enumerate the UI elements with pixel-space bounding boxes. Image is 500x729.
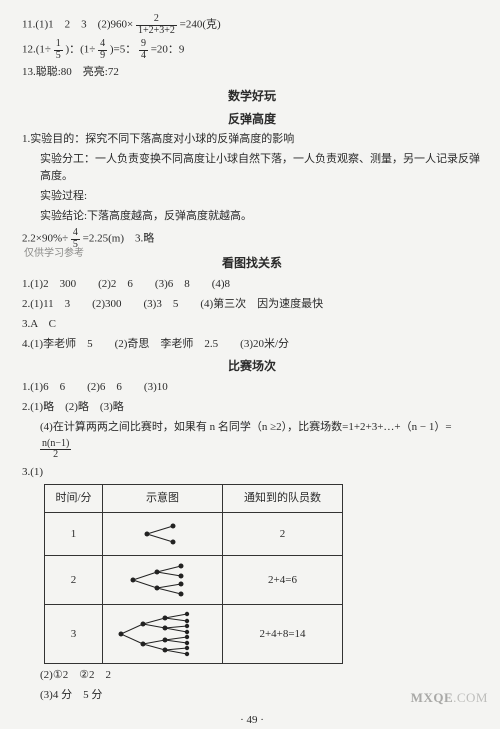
cell-diagram-1 — [103, 513, 223, 556]
table-row: 2 2+4=6 — [45, 556, 343, 605]
title-main: 数学好玩 — [22, 87, 482, 106]
rebound-l5: 2.2×90%÷ 4 5 =2.25(m) 3.略 — [22, 228, 482, 250]
match-frac-line: n(n−1) 2 — [22, 439, 482, 461]
rel-l1: 1.(1)2 300 (2)2 6 (3)6 8 (4)8 — [22, 276, 482, 293]
rel-l4: 4.(1)李老师 5 (2)奇思 李老师 2.5 (3)20米/分 — [22, 336, 482, 353]
tree-icon — [123, 560, 203, 600]
q11-tail: =240(克) — [180, 19, 221, 31]
title-s1: 反弹高度 — [22, 110, 482, 129]
rebound-l4: 实验结论:下落高度越高，反弹高度就越高。 — [22, 208, 482, 225]
th-time: 时间/分 — [45, 485, 103, 513]
q12-f3: 9 4 — [139, 39, 148, 61]
cell-t3: 3 — [45, 605, 103, 664]
th-count: 通知到的队员数 — [223, 485, 343, 513]
title-s2: 看图找关系 — [22, 254, 482, 273]
title-s3: 比赛场次 — [22, 357, 482, 376]
rebound-l2: 实验分工：一人负责变换不同高度让小球自然下落，一人负责观察、测量，另一人记录反弹… — [22, 151, 482, 185]
page-number: · 49 · — [22, 712, 482, 729]
q11-frac: 2 1+2+3+2 — [136, 14, 177, 36]
table-row: 3 2+4+8=14 — [45, 605, 343, 664]
cell-diagram-3 — [103, 605, 223, 664]
cell-v2: 2+4=6 — [223, 556, 343, 605]
cell-diagram-2 — [103, 556, 223, 605]
cell-t2: 2 — [45, 556, 103, 605]
th-diagram: 示意图 — [103, 485, 223, 513]
cell-v1: 2 — [223, 513, 343, 556]
tree-icon — [133, 517, 193, 551]
rebound-l1: 1.实验目的：探究不同下落高度对小球的反弹高度的影响 — [22, 131, 482, 148]
match-l3: (4)在计算两两之间比赛时，如果有 n 名同学（n ≥2），比赛场数=1+2+3… — [22, 419, 482, 436]
q11-line: 11.(1)1 2 3 (2)960× 2 1+2+3+2 =240(克) — [22, 14, 482, 36]
table-row: 1 2 — [45, 513, 343, 556]
q12-f2: 4 9 — [98, 39, 107, 61]
rel-l2: 2.(1)11 3 (2)300 (3)3 5 (4)第三次 因为速度最快 — [22, 296, 482, 313]
tree-icon — [113, 609, 213, 659]
match-table: 时间/分 示意图 通知到的队员数 1 2 2 — [44, 484, 343, 664]
match-31: 3.(1) — [22, 464, 482, 481]
q13-line: 13.聪聪:80 亮亮:72 — [22, 64, 482, 81]
match-l1: 1.(1)6 6 (2)6 6 (3)10 — [22, 379, 482, 396]
match-l5: (3)4 分 5 分 — [22, 687, 482, 704]
cell-t1: 1 — [45, 513, 103, 556]
q12-line: 12.(1÷ 1 5 )：(1÷ 4 9 )=5： 9 4 =20：9 — [22, 39, 482, 61]
cell-v3: 2+4+8=14 — [223, 605, 343, 664]
match-l2: 2.(1)略 (2)略 (3)略 — [22, 399, 482, 416]
rel-l3: 3.A C — [22, 316, 482, 333]
q12-f1: 1 5 — [54, 39, 63, 61]
match-frac: n(n−1) 2 — [40, 439, 71, 461]
q11-part1: 11.(1)1 2 3 (2)960× — [22, 19, 133, 31]
table-header-row: 时间/分 示意图 通知到的队员数 — [45, 485, 343, 513]
rebound-l3: 实验过程: — [22, 188, 482, 205]
rebound-l5-frac: 4 5 — [71, 228, 80, 250]
match-l4: (2)①2 ②2 2 — [22, 667, 482, 684]
